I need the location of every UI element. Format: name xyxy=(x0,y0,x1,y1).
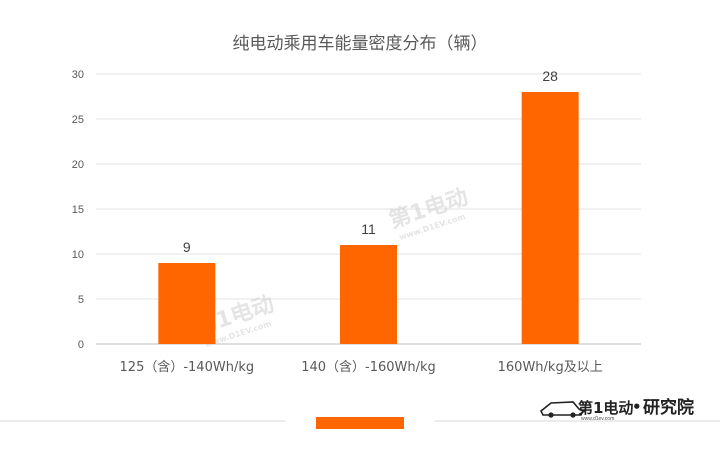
y-tick-label: 5 xyxy=(78,294,84,306)
watermark-1: 第1电动 www.D1EV.com xyxy=(386,184,471,242)
y-tick-label: 20 xyxy=(72,159,84,171)
data-labels: 9 11 28 xyxy=(183,68,558,255)
bars xyxy=(158,92,579,344)
data-label: 11 xyxy=(361,221,376,237)
y-tick-label: 10 xyxy=(72,249,84,261)
bar xyxy=(158,263,216,344)
bar xyxy=(521,92,579,344)
svg-text:•: • xyxy=(632,398,642,416)
y-axis-ticks: 0 5 10 15 20 25 30 xyxy=(72,69,84,351)
svg-text:www.d1ev.com: www.d1ev.com xyxy=(581,416,614,422)
x-category-label: 125（含）-140Wh/kg xyxy=(120,359,255,375)
x-category-label: 160Wh/kg及以上 xyxy=(498,360,603,375)
category-labels: 125（含）-140Wh/kg 140（含）-160Wh/kg 160Wh/kg及以… xyxy=(120,359,603,375)
y-tick-label: 30 xyxy=(72,69,84,81)
data-label: 28 xyxy=(542,68,558,84)
y-tick-label: 15 xyxy=(72,204,84,216)
brand-logo: 第1电动 www.d1ev.com • 研究院 xyxy=(539,397,694,422)
chart-title: 纯电动乘用车能量密度分布（辆） xyxy=(233,34,488,54)
y-tick-label: 0 xyxy=(78,339,84,351)
y-tick-label: 25 xyxy=(72,114,84,126)
svg-text:第1电动: 第1电动 xyxy=(578,399,633,417)
data-label: 9 xyxy=(183,239,191,255)
bar xyxy=(340,245,397,344)
legend-swatch xyxy=(316,417,404,429)
car-icon xyxy=(539,401,585,418)
svg-text:研究院: 研究院 xyxy=(643,397,694,418)
x-category-label: 140（含）-160Wh/kg xyxy=(301,359,436,375)
